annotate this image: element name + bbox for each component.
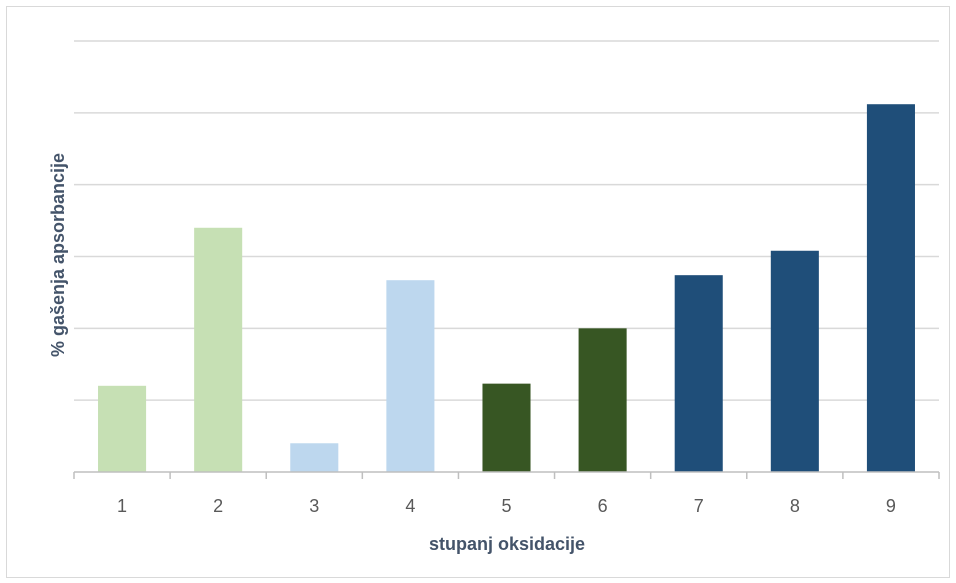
x-tick-label-3: 3: [309, 496, 319, 516]
x-tick-labels: 1 2 3 4 5 6 7 8 9: [117, 496, 896, 516]
bar-6: [578, 328, 627, 472]
bar-3: [290, 443, 339, 472]
x-tick-label-8: 8: [790, 496, 800, 516]
bar-1: [98, 385, 147, 472]
x-axis-title: stupanj oksidacije: [429, 534, 585, 554]
bar-7: [674, 275, 723, 472]
bar-8: [770, 250, 819, 472]
bar-2: [194, 227, 243, 472]
bar-9: [866, 104, 915, 473]
x-tick-label-1: 1: [117, 496, 127, 516]
x-tick-label-7: 7: [694, 496, 704, 516]
y-axis-title: % gašenja apsorbancije: [48, 153, 68, 357]
x-tick-label-4: 4: [405, 496, 415, 516]
x-tick-label-2: 2: [213, 496, 223, 516]
x-tick-label-6: 6: [598, 496, 608, 516]
x-axis: [73, 471, 940, 479]
x-tick-label-5: 5: [501, 496, 511, 516]
bar-4: [386, 280, 435, 472]
x-tick-label-9: 9: [886, 496, 896, 516]
bar-5: [482, 383, 531, 472]
bars: [98, 104, 915, 473]
